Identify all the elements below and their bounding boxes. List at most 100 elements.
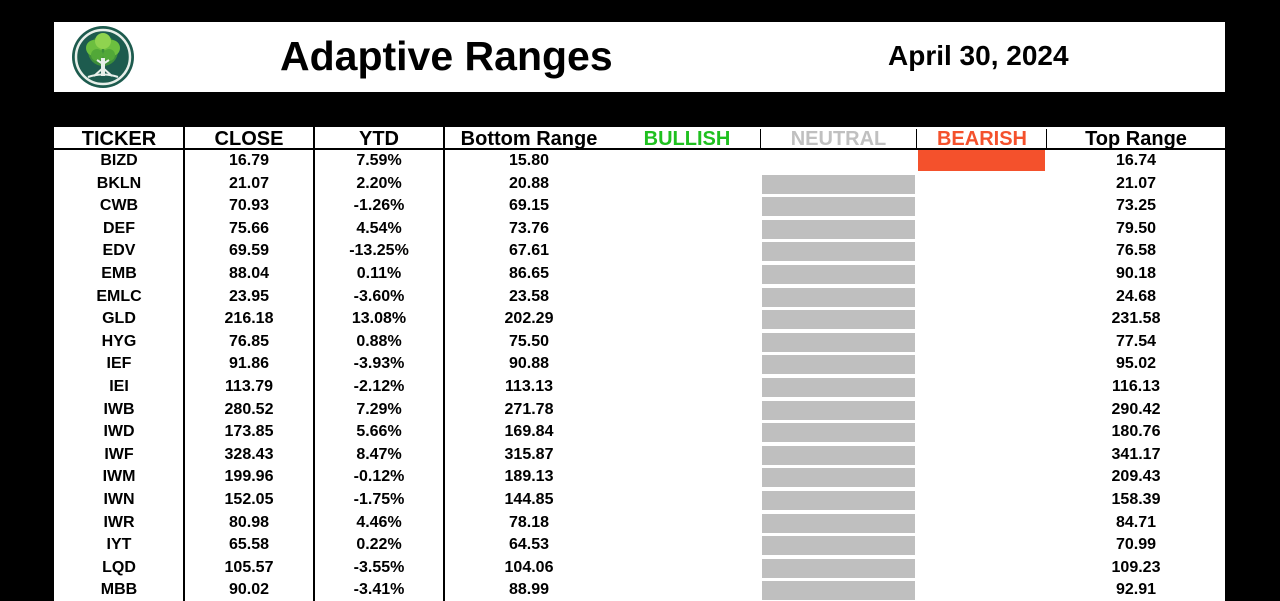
signal-neutral-bar [762,332,915,352]
divider [183,127,185,601]
cell-close: 105.57 [224,558,274,576]
cell-close: 113.79 [224,378,274,395]
table-row: IWR 80.98 4.46% 78.18 84.71 [54,512,1225,535]
cell-ticker: LQD [102,558,136,576]
col-header-ytd: YTD [314,127,444,150]
cell-ticker: BIZD [100,152,138,169]
signal-neutral-bar [762,219,915,239]
table-row: IWN 152.05 -1.75% 144.85 158.39 [54,489,1225,512]
cell-top: 92.91 [1115,581,1157,599]
col-header-neutral: NEUTRAL [760,127,917,150]
cell-close: 80.98 [228,513,270,531]
cell-top: 70.99 [1115,536,1157,554]
cell-top: 180.76 [1111,423,1161,441]
cell-top: 290.42 [1111,400,1161,418]
cell-ytd: -0.12% [353,468,405,486]
signal-neutral-bar [762,287,915,307]
cell-bottom: 88.99 [508,581,550,599]
cell-top: 341.17 [1111,445,1161,463]
cell-ticker: EMLC [96,287,142,305]
cell-top: 231.58 [1111,310,1161,328]
table-row: BKLN 21.07 2.20% 20.88 21.07 [54,173,1225,196]
cell-ytd: 13.08% [351,310,407,328]
cell-ticker: IWR [103,513,135,531]
tree-logo-icon [72,26,134,88]
cell-ytd: 0.88% [356,332,402,350]
table-row: IWF 328.43 8.47% 315.87 341.17 [54,444,1225,467]
cell-top: 21.07 [1115,174,1157,192]
cell-ticker: GLD [102,310,136,328]
signal-neutral-bar [762,174,915,194]
cell-ytd: -3.41% [353,581,405,599]
cell-bottom: 23.58 [508,287,550,305]
cell-top: 84.71 [1115,513,1157,531]
cell-ytd: 2.20% [356,174,402,192]
cell-ytd: 0.22% [356,536,402,554]
cell-bottom: 20.88 [508,174,550,192]
cell-close: 69.59 [228,242,270,260]
table-row: EMLC 23.95 -3.60% 23.58 24.68 [54,286,1225,309]
cell-ytd: 4.54% [356,219,402,237]
cell-bottom: 315.87 [504,445,554,463]
cell-ticker: CWB [99,197,139,215]
cell-ytd: 7.59% [356,152,402,169]
cell-ticker: IWN [103,491,135,508]
cell-bottom: 64.53 [508,536,550,554]
col-header-top-range: Top Range [1047,127,1225,150]
signal-neutral-bar [762,197,915,217]
cell-ytd: -3.93% [353,355,405,373]
cell-close: 90.02 [228,581,270,599]
divider [760,129,761,148]
table-row: IEF 91.86 -3.93% 90.88 95.02 [54,353,1225,376]
cell-bottom: 90.88 [508,355,550,373]
cell-close: 70.93 [228,197,270,215]
cell-close: 88.04 [228,265,270,282]
cell-ticker: IWD [103,423,135,441]
cell-close: 216.18 [224,310,274,328]
cell-ticker: IEF [106,355,132,373]
table-row: IWM 199.96 -0.12% 189.13 209.43 [54,466,1225,489]
divider [916,129,917,148]
signal-neutral-bar [762,491,915,510]
table-row: IWD 173.85 5.66% 169.84 180.76 [54,421,1225,444]
cell-ticker: DEF [103,219,135,237]
cell-top: 90.18 [1115,265,1157,282]
cell-ytd: -1.75% [353,491,405,508]
signal-neutral-bar [762,310,915,330]
col-header-ticker: TICKER [54,127,184,150]
cell-close: 91.86 [228,355,270,373]
cell-close: 76.85 [228,332,270,350]
table-row: IEI 113.79 -2.12% 113.13 116.13 [54,376,1225,399]
cell-ticker: MBB [100,581,138,599]
col-header-bullish: BULLISH [614,127,760,150]
cell-ticker: IYT [106,536,132,554]
table-row: MBB 90.02 -3.41% 88.99 92.91 [54,579,1225,601]
table-row: EMB 88.04 0.11% 86.65 90.18 [54,263,1225,286]
ranges-table: TICKER CLOSE YTD Bottom Range BULLISH NE… [54,127,1225,601]
cell-ytd: 7.29% [356,400,402,418]
table-row: DEF 75.66 4.54% 73.76 79.50 [54,218,1225,241]
cell-top: 24.68 [1115,287,1157,305]
cell-ticker: IEI [109,378,129,395]
cell-close: 21.07 [228,174,270,192]
cell-ticker: IWM [102,468,136,486]
col-header-close: CLOSE [184,127,314,150]
signal-neutral-bar [762,468,915,488]
signal-bearish-bar [918,150,1045,171]
table-row: IWB 280.52 7.29% 271.78 290.42 [54,399,1225,422]
cell-ytd: -3.60% [353,287,405,305]
cell-top: 116.13 [1111,378,1161,395]
cell-ticker: EMB [101,265,137,282]
cell-close: 65.58 [228,536,270,554]
report-date: April 30, 2024 [888,40,1069,71]
signal-neutral-bar [762,378,915,397]
cell-ticker: EDV [102,242,136,260]
cell-ytd: -3.55% [353,558,405,576]
signal-neutral-bar [762,423,915,443]
cell-close: 16.79 [228,152,270,169]
cell-bottom: 86.65 [508,265,550,282]
cell-close: 280.52 [224,400,274,418]
table-row: HYG 76.85 0.88% 75.50 77.54 [54,331,1225,354]
signal-neutral-bar [762,242,915,262]
cell-top: 109.23 [1111,558,1161,576]
